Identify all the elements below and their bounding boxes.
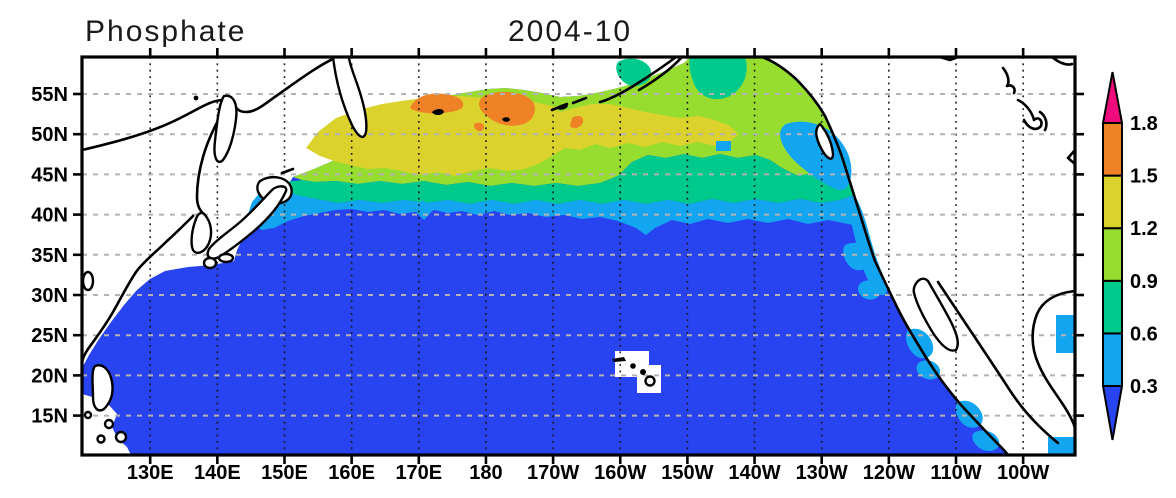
kuril-island-dash <box>280 167 295 175</box>
field-region-0p3-0p6-band <box>248 186 864 235</box>
honshu-island <box>206 185 288 260</box>
y-tick-label: 55N <box>31 84 68 106</box>
field-region-1p2-1p5 <box>306 96 738 176</box>
korea-peninsula <box>190 211 213 254</box>
field-blob-baja-west1 <box>843 242 873 271</box>
x-tick-label: 120W <box>863 462 915 484</box>
x-tick-label: 150W <box>661 462 713 484</box>
alaska-peninsula-south <box>598 55 678 104</box>
near-island <box>502 117 510 122</box>
x-tick-label: 130W <box>796 462 848 484</box>
plot-title-date: 2004-10 <box>508 15 632 48</box>
field-region-1p5-1p8-spot1 <box>570 115 584 129</box>
x-tick-label: 170E <box>395 462 442 484</box>
x-tick-label: 150E <box>261 462 308 484</box>
coastline-china <box>80 214 195 366</box>
field-region-0p3-0p6-ne-coastal <box>780 121 852 191</box>
x-tick-label: 140E <box>194 462 241 484</box>
colorbar-tick-label: 1.2 <box>1130 218 1158 240</box>
colorbar-tick-label: 0.9 <box>1130 271 1158 293</box>
y-tick-label: 40N <box>31 205 68 227</box>
x-tick-label: 180 <box>469 462 502 484</box>
attu-island <box>432 109 444 115</box>
field-region-1p5-1p8-west <box>410 93 464 114</box>
aleutian-hook-island <box>556 104 568 110</box>
aleutian-segment2 <box>571 96 588 105</box>
kamchatka-peninsula <box>331 55 368 139</box>
hawaii-island1 <box>612 357 626 362</box>
colorbar-segment <box>1102 227 1123 282</box>
colorbar-segment <box>1102 279 1123 335</box>
colorbar-tick-label: 1.5 <box>1130 166 1158 188</box>
field-region-1p5-1p8-spot2 <box>474 122 485 132</box>
philippine-island1 <box>103 418 115 430</box>
sakhalin-island <box>213 94 238 164</box>
philippine-island2 <box>114 430 128 444</box>
colorbar-segment <box>1102 122 1123 177</box>
field-blob-teal-top1 <box>616 58 652 86</box>
colorbar-tick-label: 0.6 <box>1130 323 1158 345</box>
field-cell-gulf-of-mexico <box>1056 315 1075 353</box>
colorbar-segment <box>1102 332 1123 387</box>
philippine-island3 <box>96 434 106 444</box>
hawaii-island3 <box>640 369 646 375</box>
hawaii-big-island <box>644 375 656 387</box>
coastlines <box>80 55 1077 457</box>
philippine-island4 <box>83 410 93 420</box>
coastline-gulf-of-california <box>936 280 1060 445</box>
x-tick-label: 160W <box>594 462 646 484</box>
colorbar-tick-label: 0.3 <box>1130 376 1158 398</box>
phosphate-field <box>82 57 1075 455</box>
field-blob-teal-top2 <box>689 57 747 100</box>
kyushu-island <box>202 256 218 270</box>
vancouver-island <box>815 122 835 160</box>
x-tick-label: 160E <box>328 462 375 484</box>
field-region-1p5-1p8-main <box>479 92 535 126</box>
canada-lake-squiggle2 <box>1016 98 1043 131</box>
x-axis-labels: 130E 140E 150E 160E 170E 180 170W 160W 150W 140W 1… <box>127 462 1050 484</box>
y-tick-label: 45N <box>31 164 68 186</box>
y-tick-label: 20N <box>31 365 68 387</box>
field-blob-lightblue-cell <box>716 141 731 151</box>
colorbar-segment <box>1102 174 1123 230</box>
hawaii-island2 <box>630 363 636 369</box>
field-region-0p6-0p9-band <box>264 154 854 204</box>
colorbar-over-arrow <box>1101 71 1124 124</box>
taiwan-island <box>81 270 95 292</box>
colorbar: 1.8 1.5 1.2 0.9 0.6 0.3 <box>1101 71 1158 441</box>
y-tick-label: 50N <box>31 124 68 146</box>
coastline-north-america <box>760 55 1010 457</box>
right-edge-mark <box>1066 148 1077 166</box>
coastline-primorye <box>195 101 230 217</box>
y-axis-labels: 55N 50N 45N 40N 35N 30N 25N 20N 15N <box>31 84 68 428</box>
baja-california <box>912 277 959 352</box>
y-tick-label: 15N <box>31 406 68 428</box>
plot-title-variable: Phosphate <box>85 15 246 48</box>
x-tick-label: 100W <box>997 462 1049 484</box>
x-tick-label: 170W <box>527 462 579 484</box>
x-tick-label: 130E <box>127 462 174 484</box>
colorbar-under-arrow <box>1101 385 1124 441</box>
axis-ticks <box>73 48 1084 464</box>
canada-lake-squiggle3 <box>1038 110 1048 132</box>
colorbar-tick-label: 1.8 <box>1130 113 1158 135</box>
y-tick-label: 25N <box>31 325 68 347</box>
shantar-island <box>193 95 199 101</box>
y-tick-label: 30N <box>31 285 68 307</box>
coastline-gulf-of-mexico <box>1031 289 1077 430</box>
field-region-0p3-0p6-california <box>848 197 887 296</box>
field-blob-mexico2 <box>972 430 1000 451</box>
y-tick-label: 35N <box>31 245 68 267</box>
alaska-peninsula-north <box>637 55 684 92</box>
canada-lake-squiggle1 <box>1001 66 1016 95</box>
shikoku-island <box>217 252 235 264</box>
x-tick-label: 110W <box>930 462 981 484</box>
x-tick-label: 140W <box>728 462 780 484</box>
luzon-island <box>91 364 114 412</box>
